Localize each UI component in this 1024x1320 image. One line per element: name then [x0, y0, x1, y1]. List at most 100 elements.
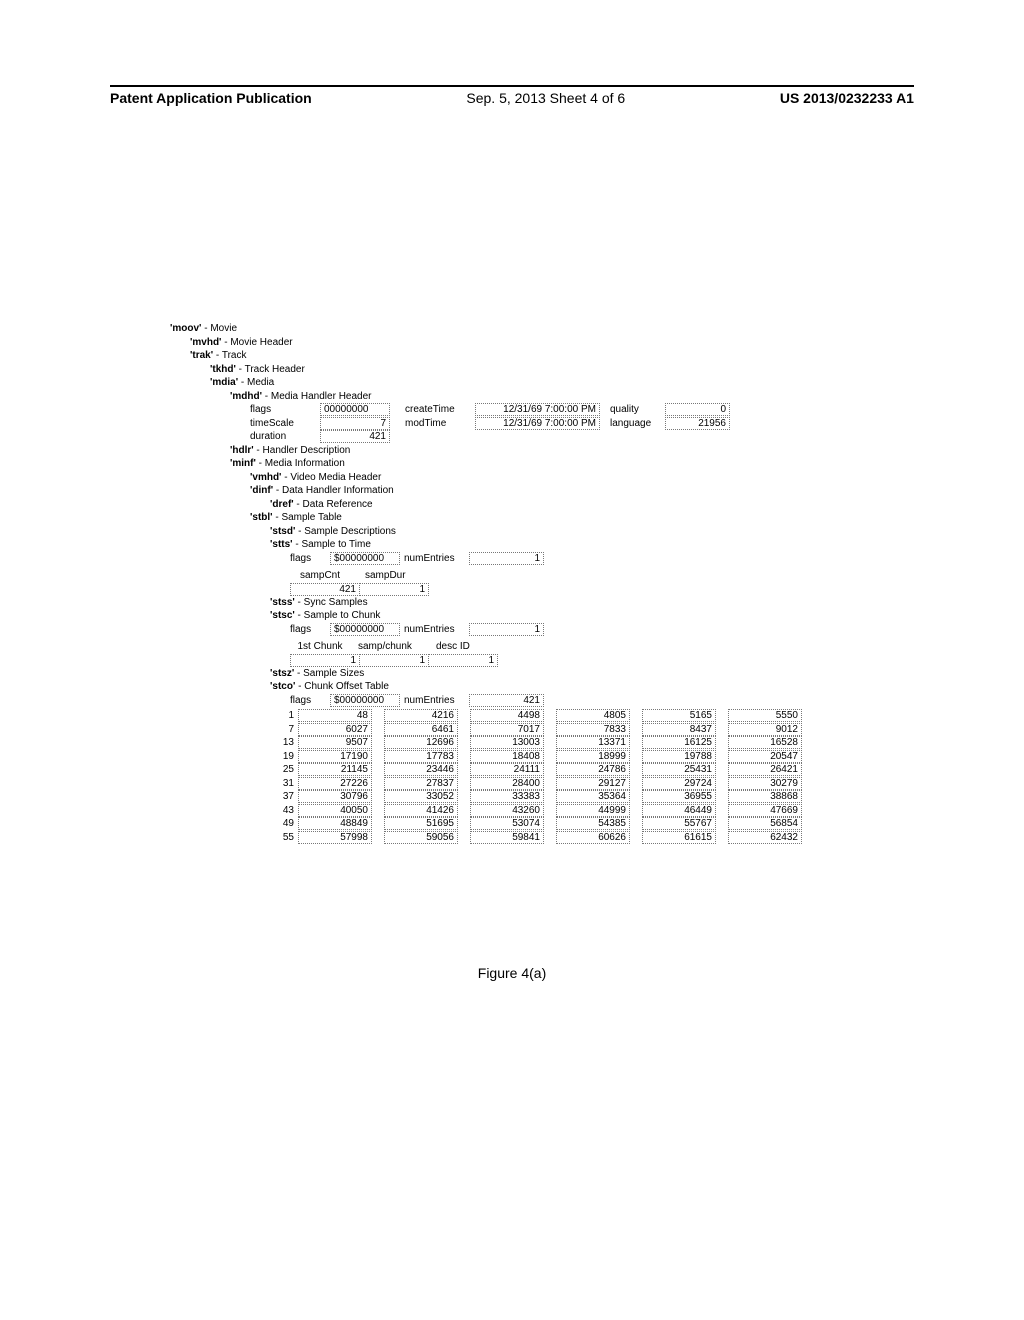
- stco-data-row: 1395071269613003133711612516528: [270, 736, 914, 750]
- stts-headers: sampCnt sampDur: [170, 569, 914, 583]
- stco-cell: 30279: [728, 777, 802, 790]
- timescale-label: timeScale: [250, 417, 320, 431]
- stco-cell: 17190: [298, 750, 372, 763]
- stsd-node: 'stsd' - Sample Descriptions: [170, 525, 914, 539]
- stco-cell: 61615: [642, 831, 716, 844]
- stco-cell: 54385: [556, 817, 630, 830]
- stco-cell: 47669: [728, 804, 802, 817]
- stco-data-row: 25211452344624111247862543126421: [270, 763, 914, 777]
- stco-data-row: 55579985905659841606266161562432: [270, 831, 914, 845]
- stsc-values: 1 1 1: [170, 654, 914, 667]
- flags-value: 00000000: [320, 403, 390, 416]
- stsz-node: 'stsz' - Sample Sizes: [170, 667, 914, 681]
- stsc-numentries-value: 1: [469, 623, 544, 636]
- stco-data-row: 37307963305233383353643695538868: [270, 790, 914, 804]
- stco-cell: 29127: [556, 777, 630, 790]
- createtime-value: 12/31/69 7:00:00 PM: [475, 403, 600, 416]
- stsc-v2: 1: [359, 654, 429, 667]
- moov-node: 'moov' - Movie: [170, 322, 914, 336]
- stco-cell: 19788: [642, 750, 716, 763]
- stts-values: 421 1: [170, 583, 914, 596]
- header-right: US 2013/0232233 A1: [780, 90, 914, 106]
- mdhd-node: 'mdhd' - Media Handler Header: [170, 390, 914, 404]
- stco-row-index: 7: [270, 723, 298, 737]
- stco-data-row: 14842164498480551655550: [270, 709, 914, 723]
- stco-cell: 36955: [642, 790, 716, 803]
- quality-label: quality: [610, 403, 665, 417]
- stco-cell: 25431: [642, 763, 716, 776]
- createtime-label: createTime: [405, 403, 475, 417]
- stsc-h3: desc ID: [436, 640, 486, 654]
- stco-data-row: 7602764617017783384379012: [270, 723, 914, 737]
- stco-cell: 48: [298, 709, 372, 722]
- stco-cell: 44999: [556, 804, 630, 817]
- stco-numentries-value: 421: [469, 694, 544, 707]
- stco-cell: 27226: [298, 777, 372, 790]
- stco-cell: 5550: [728, 709, 802, 722]
- stco-cell: 21145: [298, 763, 372, 776]
- stco-cell: 6027: [298, 723, 372, 736]
- stco-cell: 17783: [384, 750, 458, 763]
- stco-cell: 40050: [298, 804, 372, 817]
- stco-cell: 20547: [728, 750, 802, 763]
- stsc-flags-label: flags: [290, 623, 330, 637]
- header-mid: Sep. 5, 2013 Sheet 4 of 6: [466, 90, 625, 106]
- sampcnt-value: 421: [290, 583, 360, 596]
- stco-cell: 6461: [384, 723, 458, 736]
- stco-row-index: 55: [270, 831, 298, 845]
- stco-cell: 48849: [298, 817, 372, 830]
- stco-row-index: 43: [270, 804, 298, 818]
- modtime-label: modTime: [405, 417, 475, 431]
- stco-cell: 5165: [642, 709, 716, 722]
- stts-numentries-value: 1: [469, 552, 544, 565]
- stco-row-index: 37: [270, 790, 298, 804]
- hdlr-node: 'hdlr' - Handler Description: [170, 444, 914, 458]
- timescale-value: 7: [320, 417, 390, 430]
- stco-cell: 9507: [298, 736, 372, 749]
- stts-row: flags $00000000 numEntries 1: [170, 552, 914, 566]
- stco-data-row: 31272262783728400291272972430279: [270, 777, 914, 791]
- sampdur-value: 1: [359, 583, 429, 596]
- stco-data-row: 49488495169553074543855576756854: [270, 817, 914, 831]
- stco-cell: 4805: [556, 709, 630, 722]
- stco-cell: 23446: [384, 763, 458, 776]
- stco-cell: 29724: [642, 777, 716, 790]
- stco-cell: 53074: [470, 817, 544, 830]
- language-label: language: [610, 417, 665, 431]
- tkhd-node: 'tkhd' - Track Header: [170, 363, 914, 377]
- stco-cell: 38868: [728, 790, 802, 803]
- stco-cell: 59841: [470, 831, 544, 844]
- stsc-h1: 1st Chunk: [290, 640, 350, 654]
- stco-cell: 16528: [728, 736, 802, 749]
- mdhd-row2: timeScale 7 modTime 12/31/69 7:00:00 PM …: [170, 417, 914, 431]
- stsc-v3: 1: [428, 654, 498, 667]
- page-header: Patent Application Publication Sep. 5, 2…: [110, 88, 914, 106]
- stco-cell: 26421: [728, 763, 802, 776]
- stts-node: 'stts' - Sample to Time: [170, 538, 914, 552]
- stco-row: flags $00000000 numEntries 421: [170, 694, 914, 708]
- atom-tree: 'moov' - Movie 'mvhd' - Movie Header 'tr…: [170, 322, 914, 844]
- stsc-row: flags $00000000 numEntries 1: [170, 623, 914, 637]
- duration-value: 421: [320, 430, 390, 443]
- stss-node: 'stss' - Sync Samples: [170, 596, 914, 610]
- stco-cell: 30796: [298, 790, 372, 803]
- minf-node: 'minf' - Media Information: [170, 457, 914, 471]
- stco-cell: 27837: [384, 777, 458, 790]
- stco-row-index: 13: [270, 736, 298, 750]
- stco-cell: 12696: [384, 736, 458, 749]
- stsc-flags-value: $00000000: [330, 623, 400, 636]
- quality-value: 0: [665, 403, 730, 416]
- stco-cell: 51695: [384, 817, 458, 830]
- stco-cell: 33052: [384, 790, 458, 803]
- stco-cell: 24111: [470, 763, 544, 776]
- stco-cell: 55767: [642, 817, 716, 830]
- dinf-node: 'dinf' - Data Handler Information: [170, 484, 914, 498]
- stco-data-row: 19171901778318408189991978820547: [270, 750, 914, 764]
- stco-cell: 13371: [556, 736, 630, 749]
- stco-cell: 60626: [556, 831, 630, 844]
- stco-row-index: 31: [270, 777, 298, 791]
- stco-cell: 62432: [728, 831, 802, 844]
- header-rule: [110, 85, 914, 87]
- stco-cell: 41426: [384, 804, 458, 817]
- mdhd-row1: flags 00000000 createTime 12/31/69 7:00:…: [170, 403, 914, 417]
